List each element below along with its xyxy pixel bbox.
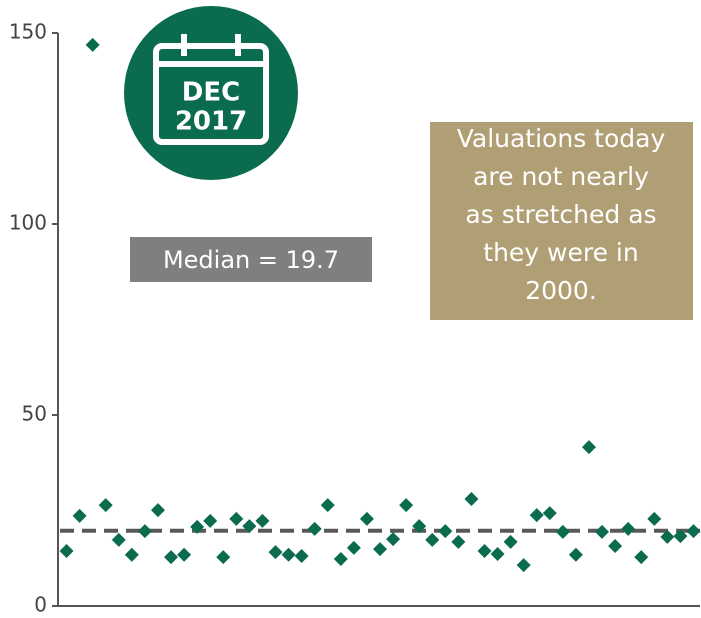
point <box>634 550 649 565</box>
point <box>647 511 662 526</box>
point <box>399 498 414 513</box>
point <box>150 503 165 518</box>
point <box>98 498 113 513</box>
point <box>294 548 309 563</box>
point <box>255 513 270 528</box>
point <box>595 524 610 539</box>
point <box>346 540 361 555</box>
point <box>438 524 453 539</box>
badge-circle <box>124 6 298 180</box>
point <box>320 498 335 513</box>
point <box>229 511 244 526</box>
annotation-line: they were in <box>483 238 638 267</box>
point <box>164 550 179 565</box>
point <box>660 529 675 544</box>
point <box>608 539 623 554</box>
annotation-line: are not nearly <box>473 162 649 191</box>
point <box>333 552 348 567</box>
median-label: Median = 19.7 <box>163 246 339 274</box>
point <box>268 545 283 560</box>
point <box>568 547 583 562</box>
point <box>686 524 701 539</box>
calendar-badge: DEC 2017 <box>124 6 298 180</box>
median-box <box>130 237 372 282</box>
annotation-line: Valuations today <box>457 124 666 153</box>
badge-month: DEC <box>182 78 240 108</box>
point <box>59 543 74 558</box>
point <box>412 519 427 534</box>
point <box>373 542 387 557</box>
y-tick-label: 50 <box>22 402 47 426</box>
point <box>581 440 596 455</box>
y-tick-label: 150 <box>9 20 47 44</box>
point <box>516 558 531 573</box>
point <box>111 532 126 547</box>
point <box>137 524 152 539</box>
point <box>242 519 257 534</box>
point <box>203 513 218 528</box>
point <box>177 547 192 562</box>
point <box>451 534 466 549</box>
point <box>85 37 100 52</box>
point <box>425 532 440 547</box>
annotation-line: as stretched as <box>465 200 656 229</box>
y-tick-label: 100 <box>9 211 47 235</box>
point <box>464 492 479 507</box>
point <box>359 511 374 526</box>
y-tick-label: 0 <box>34 593 47 617</box>
point <box>281 547 296 562</box>
point <box>542 506 557 521</box>
point <box>72 508 87 523</box>
annotation-box <box>430 122 693 320</box>
calendar-icon <box>153 43 269 145</box>
annotation-line: 2000. <box>525 276 597 305</box>
point <box>124 547 139 562</box>
point <box>529 508 544 523</box>
point <box>555 524 570 539</box>
point <box>307 521 322 536</box>
point <box>490 547 505 562</box>
badge-year: 2017 <box>175 107 247 137</box>
point <box>673 529 688 544</box>
point <box>477 543 492 558</box>
point <box>190 519 205 534</box>
point <box>386 532 401 547</box>
point <box>503 534 518 549</box>
point <box>621 521 636 536</box>
point <box>216 550 231 565</box>
